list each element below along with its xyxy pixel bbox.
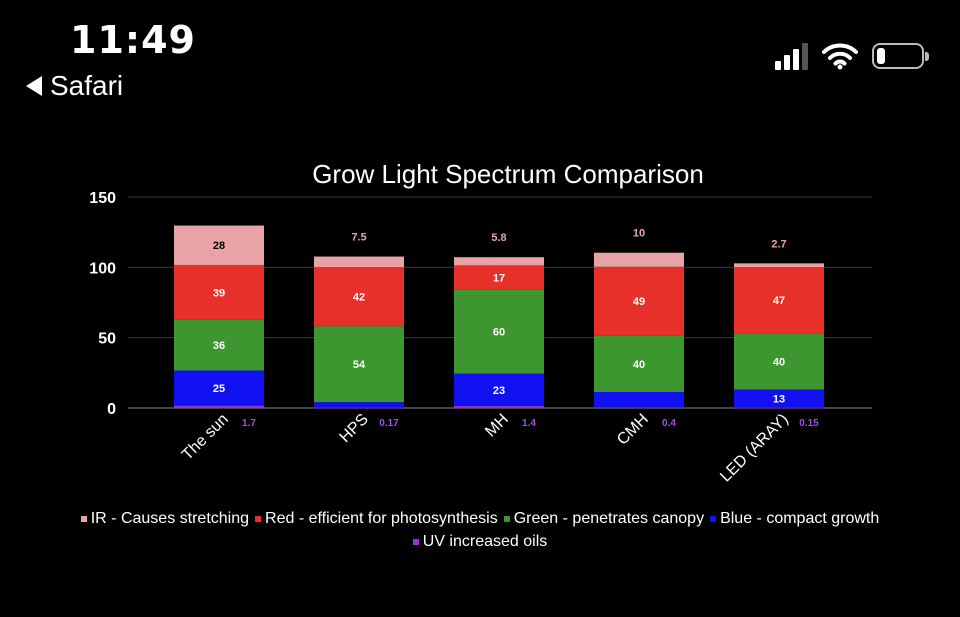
- back-to-safari-link[interactable]: Safari: [26, 70, 123, 102]
- data-label-ir: 7.5: [351, 232, 366, 244]
- legend-label: IR - Causes stretching: [90, 510, 250, 527]
- data-label-uv: 1.7: [242, 418, 256, 429]
- data-label-blue: 25: [213, 383, 225, 395]
- x-tick-label: HPS: [337, 411, 372, 446]
- data-label-red: 17: [493, 272, 505, 284]
- legend-item-blue: Blue - compact growth: [710, 510, 879, 528]
- cellular-signal-icon: [775, 42, 808, 70]
- chart-legend: IR - Causes stretching Red - efficient fo…: [0, 509, 960, 551]
- y-tick-label: 100: [89, 260, 116, 277]
- data-label-green: 40: [633, 359, 645, 371]
- legend-swatch: [412, 539, 419, 545]
- bar-segment-green: [594, 335, 684, 392]
- data-label-uv: 0.15: [799, 418, 819, 429]
- legend-label: Red - efficient for photosynthesis: [265, 510, 498, 527]
- data-label-ir: 28: [213, 240, 225, 252]
- data-label-ir: 10: [633, 228, 645, 240]
- back-arrow-icon: [26, 76, 42, 96]
- data-label-red: 42: [353, 292, 365, 304]
- data-label-ir: 2.7: [771, 238, 786, 250]
- data-label-uv: 0.4: [662, 418, 676, 429]
- bar-segment-blue: [594, 391, 684, 408]
- data-label-green: 60: [493, 326, 505, 338]
- data-label-ir: 5.8: [491, 232, 506, 244]
- bar-segment-blue: [454, 373, 544, 407]
- legend-item-red: Red - efficient for photosynthesis: [255, 510, 498, 528]
- x-tick-label: LED (ARAY): [717, 411, 792, 486]
- bar-segment-ir: [594, 252, 684, 267]
- status-time: 11:49: [70, 18, 196, 62]
- bar-segment-ir: [454, 257, 544, 266]
- data-label-green: 36: [213, 340, 225, 352]
- bar-segment-green: [454, 289, 544, 374]
- bar-segment-uv: [594, 407, 684, 409]
- data-label-blue: 23: [493, 385, 505, 397]
- data-label-red: 39: [213, 287, 225, 299]
- legend-item-ir: IR - Causes stretching: [80, 510, 250, 528]
- data-label-uv: 0.17: [379, 418, 399, 429]
- legend-item-uv: UV increased oils: [412, 533, 548, 551]
- bar-segment-uv: [454, 406, 544, 408]
- bar-segment-blue: [174, 370, 264, 406]
- bar-segment-ir: [174, 225, 264, 265]
- y-tick-label: 0: [107, 401, 116, 418]
- bar-segment-ir: [734, 263, 824, 268]
- wifi-icon: [822, 43, 858, 70]
- bar-segment-green: [174, 319, 264, 371]
- data-label-red: 49: [633, 296, 645, 308]
- data-label-green: 54: [353, 359, 366, 371]
- legend-swatch: [503, 516, 510, 522]
- bar-segment-uv: [314, 407, 404, 409]
- x-tick-label: CMH: [614, 411, 652, 449]
- bar-segment-green: [734, 333, 824, 390]
- status-icons: [775, 42, 929, 70]
- bar-segment-red: [174, 264, 264, 320]
- x-tick-label: MH: [482, 411, 512, 441]
- legend-swatch: [80, 516, 87, 522]
- legend-swatch: [255, 516, 262, 522]
- legend-item-green: Green - penetrates canopy: [503, 510, 705, 528]
- legend-label: UV increased oils: [422, 533, 548, 550]
- chart-title: Grow Light Spectrum Comparison: [312, 159, 704, 189]
- y-tick-label: 150: [89, 190, 116, 207]
- bar-segment-red: [314, 267, 404, 327]
- bar-segment-uv: [734, 407, 824, 409]
- data-label-uv: 1.4: [522, 418, 536, 429]
- data-label-blue: 13: [773, 394, 785, 406]
- back-link-label: Safari: [50, 70, 124, 101]
- bar-segment-red: [734, 267, 824, 334]
- battery-icon: [872, 43, 929, 69]
- bar-segment-red: [594, 266, 684, 336]
- legend-label: Green - penetrates canopy: [513, 510, 705, 527]
- bar-segment-blue: [734, 389, 824, 408]
- x-tick-label: The sun: [179, 411, 232, 464]
- data-label-red: 47: [773, 295, 785, 307]
- legend-label: Blue - compact growth: [720, 510, 880, 527]
- bar-segment-red: [454, 265, 544, 290]
- bar-segment-blue: [314, 402, 404, 408]
- bar-segment-uv: [174, 405, 264, 408]
- bar-segment-green: [314, 326, 404, 403]
- legend-swatch: [710, 516, 717, 522]
- data-label-green: 40: [773, 356, 785, 368]
- y-tick-label: 50: [98, 331, 116, 348]
- bar-segment-ir: [314, 256, 404, 268]
